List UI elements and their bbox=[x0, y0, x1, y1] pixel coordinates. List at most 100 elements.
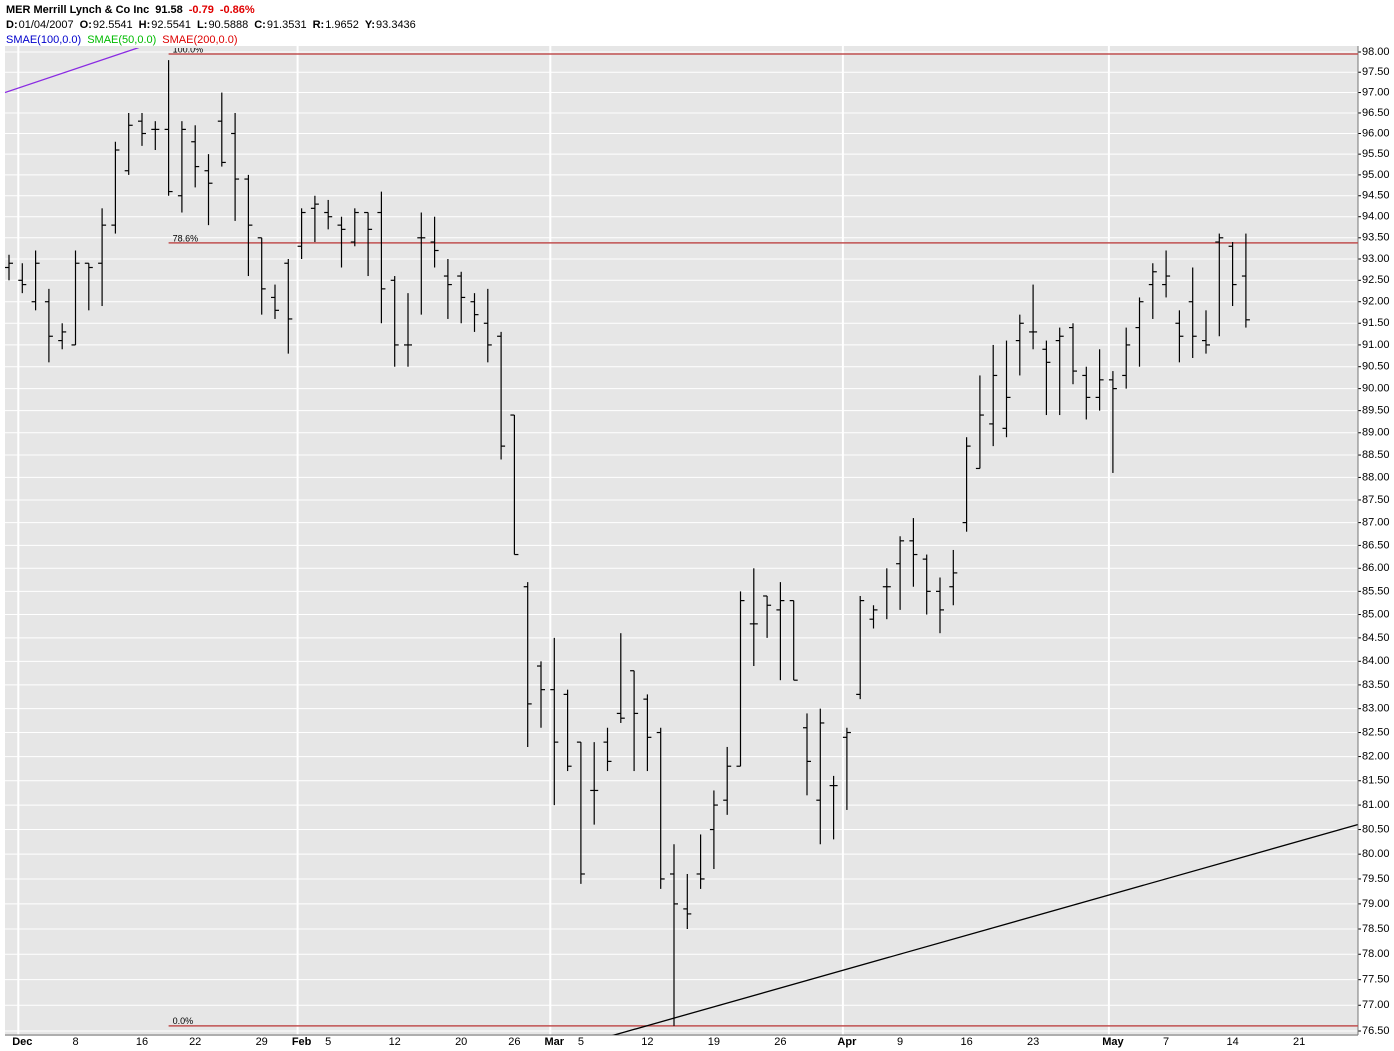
x-tick-label: 19 bbox=[708, 1036, 720, 1048]
field-value: 90.5888 bbox=[208, 19, 249, 31]
x-tick-label: 21 bbox=[1293, 1036, 1305, 1048]
change-pct: -0.86% bbox=[219, 4, 255, 16]
field: H: 92.5541 bbox=[139, 18, 191, 33]
y-tick-label: 90.00 bbox=[1362, 383, 1390, 395]
x-tick-label: Feb bbox=[292, 1036, 312, 1048]
field-label: Y: bbox=[364, 19, 376, 31]
x-tick-label: 12 bbox=[389, 1036, 401, 1048]
x-tick-label: 5 bbox=[325, 1036, 331, 1048]
y-tick-label: 91.50 bbox=[1362, 317, 1390, 329]
y-tick-label: 77.00 bbox=[1362, 999, 1390, 1011]
field-label: R: bbox=[312, 19, 325, 31]
y-tick-label: 83.50 bbox=[1362, 679, 1390, 691]
field: C: 91.3531 bbox=[254, 18, 306, 33]
y-tick-label: 87.00 bbox=[1362, 517, 1390, 529]
y-tick-label: 90.50 bbox=[1362, 361, 1390, 373]
y-tick-label: 84.50 bbox=[1362, 632, 1390, 644]
y-tick-label: 77.50 bbox=[1362, 974, 1390, 986]
y-tick-label: 87.50 bbox=[1362, 494, 1390, 506]
y-tick-label: 89.50 bbox=[1362, 405, 1390, 417]
x-tick-label: 16 bbox=[136, 1036, 148, 1048]
symbol: MER Merrill Lynch & Co Inc bbox=[6, 4, 150, 16]
field-value: 92.5541 bbox=[92, 19, 133, 31]
x-tick-label: 7 bbox=[1163, 1036, 1169, 1048]
y-tick-label: 86.00 bbox=[1362, 562, 1390, 574]
y-tick-label: 95.50 bbox=[1362, 148, 1390, 160]
y-tick-label: 84.00 bbox=[1362, 655, 1390, 667]
x-tick-label: 9 bbox=[897, 1036, 903, 1048]
indicator: SMAE(200,0.0) bbox=[162, 34, 238, 46]
field: O: 92.5541 bbox=[80, 18, 133, 33]
fib-label: 100.0% bbox=[173, 44, 204, 54]
field: L: 90.5888 bbox=[197, 18, 248, 33]
fib-label: 78.6% bbox=[173, 233, 199, 243]
field: R: 1.9652 bbox=[313, 18, 359, 33]
x-tick-label: 20 bbox=[455, 1036, 467, 1048]
field-label: H: bbox=[138, 19, 151, 31]
x-tick-label: 8 bbox=[72, 1036, 78, 1048]
x-tick-label: 29 bbox=[256, 1036, 268, 1048]
field-value: 92.5541 bbox=[151, 19, 192, 31]
plot-background bbox=[5, 46, 1358, 1036]
y-tick-label: 91.00 bbox=[1362, 339, 1390, 351]
x-tick-label: 26 bbox=[508, 1036, 520, 1048]
x-tick-label: Dec bbox=[12, 1036, 32, 1048]
y-tick-label: 85.50 bbox=[1362, 585, 1390, 597]
y-tick-label: 79.00 bbox=[1362, 898, 1390, 910]
x-tick-label: 26 bbox=[774, 1036, 786, 1048]
y-tick-label: 96.50 bbox=[1362, 107, 1390, 119]
x-tick-label: 22 bbox=[189, 1036, 201, 1048]
y-tick-label: 81.50 bbox=[1362, 775, 1390, 787]
y-tick-label: 83.00 bbox=[1362, 703, 1390, 715]
x-tick-label: Apr bbox=[837, 1036, 857, 1048]
x-tick-label: 14 bbox=[1226, 1036, 1238, 1048]
header: MER Merrill Lynch & Co Inc 91.58 -0.79 -… bbox=[6, 3, 416, 48]
trend-line bbox=[611, 824, 1358, 1035]
field-value: 1.9652 bbox=[325, 19, 359, 31]
x-tick-label: 23 bbox=[1027, 1036, 1039, 1048]
ohlc-row: D: 01/04/2007 O: 92.5541 H: 92.5541 L: 90.5888 C… bbox=[6, 18, 416, 33]
y-tick-label: 93.50 bbox=[1362, 232, 1390, 244]
x-tick-label: 12 bbox=[641, 1036, 653, 1048]
y-tick-label: 81.00 bbox=[1362, 799, 1390, 811]
y-tick-label: 82.00 bbox=[1362, 750, 1390, 762]
fib-label: 0.0% bbox=[173, 1016, 194, 1026]
y-tick-label: 97.00 bbox=[1362, 86, 1390, 98]
y-tick-label: 89.00 bbox=[1362, 427, 1390, 439]
y-tick-label: 79.50 bbox=[1362, 873, 1390, 885]
field-label: O: bbox=[79, 19, 92, 31]
y-tick-label: 92.00 bbox=[1362, 296, 1390, 308]
y-tick-label: 98.00 bbox=[1362, 46, 1390, 58]
change: -0.79 bbox=[188, 4, 214, 16]
y-tick-label: 86.50 bbox=[1362, 539, 1390, 551]
y-tick-label: 94.50 bbox=[1362, 190, 1390, 202]
field-label: L: bbox=[197, 19, 208, 31]
y-tick-label: 93.00 bbox=[1362, 253, 1390, 265]
field-value: 91.3531 bbox=[266, 19, 307, 31]
y-tick-label: 95.00 bbox=[1362, 169, 1390, 181]
y-tick-label: 78.00 bbox=[1362, 948, 1390, 960]
x-tick-label: 5 bbox=[578, 1036, 584, 1048]
y-tick-label: 94.00 bbox=[1362, 211, 1390, 223]
y-tick-label: 88.00 bbox=[1362, 471, 1390, 483]
y-tick-label: 96.00 bbox=[1362, 127, 1390, 139]
y-tick-label: 97.50 bbox=[1362, 66, 1390, 78]
y-tick-label: 80.50 bbox=[1362, 823, 1390, 835]
y-tick-label: 78.50 bbox=[1362, 923, 1390, 935]
y-tick-label: 82.50 bbox=[1362, 726, 1390, 738]
plot: 100.0% 78.6% 0.0% bbox=[5, 44, 1358, 1035]
field-label: C: bbox=[254, 19, 266, 31]
field: D: 01/04/2007 bbox=[6, 18, 74, 33]
y-tick-label: 88.50 bbox=[1362, 449, 1390, 461]
field-value: 01/04/2007 bbox=[18, 19, 74, 31]
x-tick-label: May bbox=[1102, 1036, 1124, 1048]
y-tick-label: 80.00 bbox=[1362, 848, 1390, 860]
x-tick-label: Mar bbox=[545, 1036, 565, 1048]
indicator: SMAE(100,0.0) bbox=[6, 34, 82, 46]
quote-row: MER Merrill Lynch & Co Inc 91.58 -0.79 -… bbox=[6, 3, 416, 18]
field: Y: 93.3436 bbox=[365, 18, 416, 33]
y-tick-label: 76.50 bbox=[1362, 1025, 1390, 1037]
trend-line bbox=[5, 48, 140, 94]
indicator: SMAE(50,0.0) bbox=[87, 34, 157, 46]
